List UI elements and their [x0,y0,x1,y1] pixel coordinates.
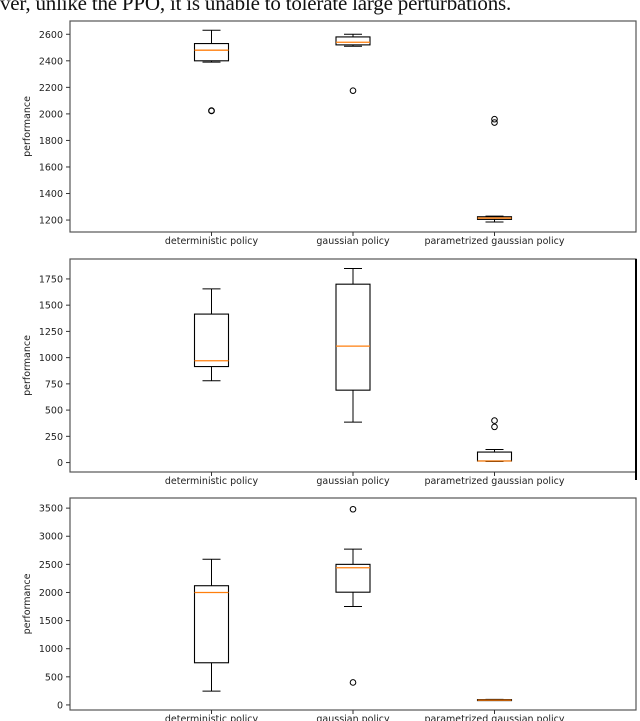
outlier-point [491,417,498,424]
x-tick-label: parametrized gaussian policy [424,476,564,487]
x-tick-label: deterministic policy [165,714,259,721]
y-tick-label: 2600 [39,30,63,41]
outlier-point [349,87,357,94]
outlier-point [349,679,357,686]
box-iqr [193,43,230,62]
y-tick-label: 1600 [39,162,63,173]
box-2 [335,505,371,686]
y-tick-label: 1400 [39,189,63,200]
x-tick-label: gaussian policy [316,236,390,247]
y-tick-label: 2400 [39,56,63,67]
chart-1: 1200 1400 1600 1800 2000 2200 2400 2600 performa… [22,20,637,247]
y-tick-label: 0 [57,458,63,469]
outlier-point [349,505,357,513]
y-axis-label: performance [22,573,33,634]
outlier-point [491,119,498,126]
y-tick-label: 1000 [39,353,63,364]
outlier-point [491,115,498,123]
y-axis-label: performance [22,96,33,157]
y-tick-label: 500 [45,672,63,683]
outlier-point [491,423,498,431]
y-tick-label: 2200 [39,83,63,94]
axes-frame [69,20,637,233]
box-iqr [476,451,513,462]
x-tick-label: gaussian policy [316,714,390,721]
x-tick-label: deterministic policy [165,476,259,487]
y-tick-label: 500 [45,406,63,417]
outlier-point [208,107,215,115]
box-2 [335,267,371,423]
caption-text: ver, unlike the PPO, it is unable to tol… [0,0,512,15]
box-iqr [193,313,230,368]
axes-frame [69,258,637,473]
y-tick-label: 1800 [39,136,63,147]
box-iqr [335,36,371,46]
y-axis-label: performance [22,335,33,396]
y-tick-label: 3000 [39,532,63,543]
y-tick-label: 1750 [39,274,63,285]
y-tick-label: 750 [45,379,63,390]
y-tick-label: 1500 [39,301,63,312]
y-tick-label: 1500 [39,616,63,627]
y-tick-label: 0 [57,700,63,711]
box-3 [476,115,513,223]
box-iqr [335,563,371,593]
y-tick-label: 1250 [39,327,63,338]
chart-2: 0 250 500 750 1000 1250 1500 1750 performance det… [22,258,637,487]
x-tick-label: deterministic policy [165,236,259,247]
y-tick-label: 1200 [39,216,63,227]
y-tick-label: 1000 [39,644,63,655]
x-tick-label: parametrized gaussian policy [424,236,564,247]
box-iqr [335,283,371,391]
box-iqr [193,585,230,664]
box-1 [193,288,230,382]
y-tick-label: 2500 [39,560,63,571]
y-tick-label: 2000 [39,588,63,599]
y-tick-label: 250 [45,432,63,443]
box-3 [476,698,513,702]
x-tick-label: gaussian policy [316,476,390,487]
y-tick-label: 3500 [39,504,63,515]
x-tick-label: parametrized gaussian policy [424,714,564,721]
box-3 [476,417,513,463]
chart-3: 0 500 1000 1500 2000 2500 3000 3500 performance d… [22,497,637,721]
box-1 [193,558,230,692]
box-1 [193,29,230,115]
box-2 [335,33,371,94]
y-tick-label: 2000 [39,109,63,120]
